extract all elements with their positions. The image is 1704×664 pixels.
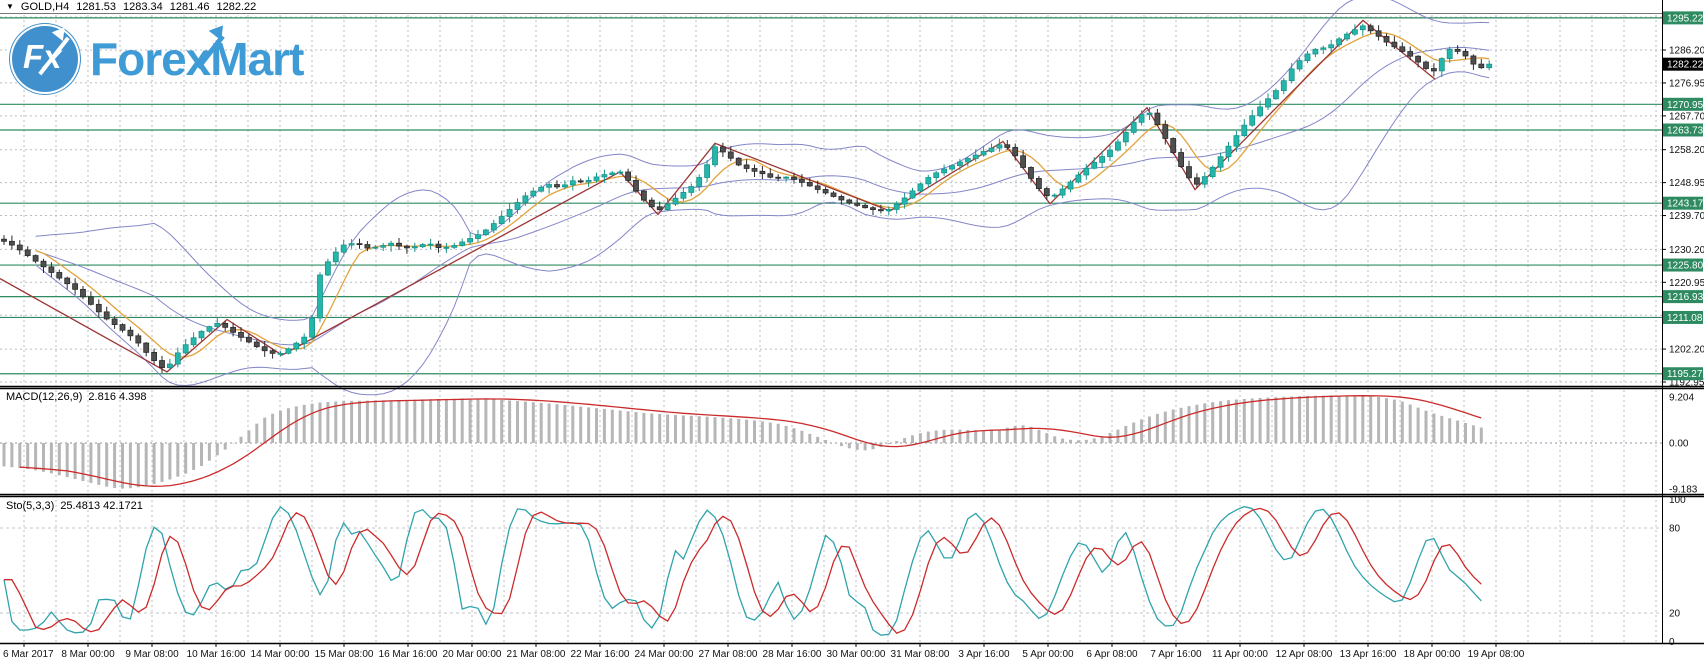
svg-text:10 Mar 16:00: 10 Mar 16:00 xyxy=(187,649,246,660)
svg-text:1202.20: 1202.20 xyxy=(1669,345,1704,356)
svg-text:16 Mar 16:00: 16 Mar 16:00 xyxy=(379,649,438,660)
svg-text:15 Mar 08:00: 15 Mar 08:00 xyxy=(315,649,374,660)
svg-text:6 Apr 08:00: 6 Apr 08:00 xyxy=(1086,649,1138,660)
svg-text:5 Apr 00:00: 5 Apr 00:00 xyxy=(1022,649,1074,660)
svg-text:0.00: 0.00 xyxy=(1669,439,1689,450)
svg-text:1225.80: 1225.80 xyxy=(1667,261,1704,272)
svg-text:1243.17: 1243.17 xyxy=(1667,199,1704,210)
svg-text:1192.95: 1192.95 xyxy=(1669,378,1704,389)
symbol-dropdown-icon[interactable]: ▼ xyxy=(6,2,14,11)
svg-text:20: 20 xyxy=(1669,609,1681,620)
svg-text:1258.20: 1258.20 xyxy=(1669,145,1704,156)
svg-text:20 Mar 00:00: 20 Mar 00:00 xyxy=(443,649,502,660)
svg-text:19 Apr 08:00: 19 Apr 08:00 xyxy=(1468,649,1525,660)
svg-text:30 Mar 00:00: 30 Mar 00:00 xyxy=(827,649,886,660)
svg-text:7 Apr 16:00: 7 Apr 16:00 xyxy=(1150,649,1202,660)
svg-text:11 Apr 00:00: 11 Apr 00:00 xyxy=(1212,649,1268,660)
svg-text:1282.22: 1282.22 xyxy=(1667,60,1704,71)
time-axis[interactable] xyxy=(0,644,1704,664)
svg-text:27 Mar 08:00: 27 Mar 08:00 xyxy=(699,649,758,660)
svg-text:1276.95: 1276.95 xyxy=(1669,78,1704,89)
svg-text:-9.183: -9.183 xyxy=(1669,484,1698,495)
svg-text:1220.95: 1220.95 xyxy=(1669,278,1704,289)
macd-indicator-label: MACD(12,26,9) 2.816 4.398 xyxy=(6,391,147,403)
svg-text:1267.70: 1267.70 xyxy=(1669,111,1704,122)
svg-text:1211.08: 1211.08 xyxy=(1667,313,1703,324)
svg-text:80: 80 xyxy=(1669,524,1681,535)
price-axis[interactable] xyxy=(1663,0,1704,643)
svg-text:1270.95: 1270.95 xyxy=(1667,100,1704,111)
svg-text:9 Mar 08:00: 9 Mar 08:00 xyxy=(125,649,179,660)
svg-text:0: 0 xyxy=(1669,637,1675,648)
svg-text:1286.20: 1286.20 xyxy=(1669,46,1704,57)
svg-text:3 Apr 16:00: 3 Apr 16:00 xyxy=(958,649,1010,660)
ohlc-high: 1283.34 xyxy=(122,0,163,13)
svg-text:8 Mar 00:00: 8 Mar 00:00 xyxy=(61,649,115,660)
svg-text:24 Mar 00:00: 24 Mar 00:00 xyxy=(635,649,694,660)
svg-text:6 Mar 2017: 6 Mar 2017 xyxy=(3,649,54,660)
svg-text:1195.27: 1195.27 xyxy=(1667,369,1703,380)
svg-text:9.204: 9.204 xyxy=(1669,393,1694,404)
ohlc-low: 1281.46 xyxy=(169,0,210,13)
stochastic-indicator-label: Sto(5,3,3) 25.4813 42.1721 xyxy=(6,500,143,512)
svg-text:31 Mar 08:00: 31 Mar 08:00 xyxy=(891,649,950,660)
svg-text:100: 100 xyxy=(1669,495,1686,506)
svg-text:22 Mar 16:00: 22 Mar 16:00 xyxy=(571,649,630,660)
ohlc-close: 1282.22 xyxy=(216,0,257,13)
svg-text:1216.93: 1216.93 xyxy=(1667,292,1704,303)
svg-text:1230.20: 1230.20 xyxy=(1669,245,1704,256)
svg-text:1248.95: 1248.95 xyxy=(1669,178,1704,189)
svg-text:1239.70: 1239.70 xyxy=(1669,211,1704,222)
forexmart-logo-text: ForexMart xyxy=(90,20,304,94)
symbol-info-bar[interactable]: ▼ GOLD,H4 1281.53 1283.34 1281.46 1282.2… xyxy=(6,0,256,13)
svg-text:1295.22: 1295.22 xyxy=(1667,13,1704,24)
svg-text:14 Mar 00:00: 14 Mar 00:00 xyxy=(251,649,310,660)
forexmart-logo-icon: Fx xyxy=(10,22,80,94)
ohlc-open: 1281.53 xyxy=(76,0,116,13)
svg-text:28 Mar 16:00: 28 Mar 16:00 xyxy=(763,649,822,660)
svg-text:18 Apr 00:00: 18 Apr 00:00 xyxy=(1404,649,1461,660)
svg-text:1263.73: 1263.73 xyxy=(1667,126,1704,137)
svg-text:13 Apr 16:00: 13 Apr 16:00 xyxy=(1340,649,1397,660)
symbol-name: GOLD,H4 xyxy=(20,0,70,13)
svg-text:12 Apr 08:00: 12 Apr 08:00 xyxy=(1276,649,1333,660)
svg-text:21 Mar 08:00: 21 Mar 08:00 xyxy=(507,649,566,660)
forexmart-logo: Fx ForexMart xyxy=(10,20,304,94)
